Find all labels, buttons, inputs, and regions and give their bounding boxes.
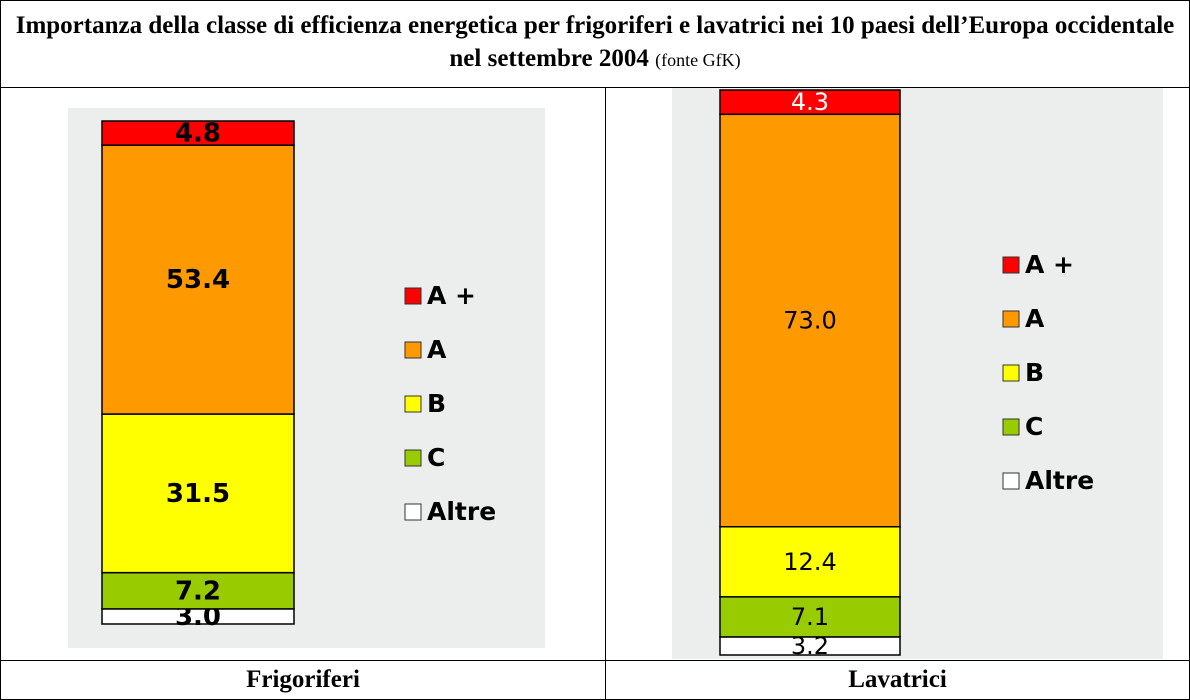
legend-swatch <box>404 449 422 467</box>
source: (fonte GfK) <box>655 50 741 70</box>
legend-label: B <box>427 389 446 418</box>
legend-label: A <box>427 335 447 364</box>
legend-swatch <box>404 503 422 521</box>
bar-segment <box>101 144 295 415</box>
title: Importanza della classe di efficienza en… <box>15 12 1175 72</box>
bar-segment <box>101 120 295 146</box>
data-label: 4.3 <box>791 88 829 116</box>
legend-swatch <box>1002 418 1020 436</box>
legend-label: A + <box>1025 250 1074 279</box>
bar-segment <box>719 89 901 116</box>
legend-swatch <box>404 287 422 305</box>
table-title: Importanza della classe di efficienza en… <box>0 0 1190 88</box>
legend-label: C <box>1025 412 1043 441</box>
legend-swatch <box>1002 364 1020 382</box>
bar-segment <box>101 413 295 574</box>
legend-label: A + <box>427 281 476 310</box>
legend-label: B <box>1025 358 1044 387</box>
data-label: 7.2 <box>175 576 221 606</box>
legend-swatch <box>404 395 422 413</box>
caption: Frigoriferi <box>246 666 360 693</box>
legend-swatch <box>1002 472 1020 490</box>
data-label: 7.1 <box>791 603 829 631</box>
data-label: 31.5 <box>166 479 230 509</box>
data-label: 73.0 <box>783 307 836 335</box>
caption: Lavatrici <box>848 666 947 693</box>
data-label: 53.4 <box>166 265 230 295</box>
legend-label: A <box>1025 304 1045 333</box>
legend-swatch <box>404 341 422 359</box>
legend-label: C <box>427 443 445 472</box>
bar-segment <box>719 525 901 598</box>
legend-label: Altre <box>427 497 496 526</box>
bar-segment <box>719 113 901 528</box>
data-label: 12.4 <box>783 548 836 576</box>
legend-label: Altre <box>1025 466 1094 495</box>
legend-swatch <box>1002 310 1020 328</box>
legend-swatch <box>1002 256 1020 274</box>
data-label: 4.8 <box>175 119 221 149</box>
